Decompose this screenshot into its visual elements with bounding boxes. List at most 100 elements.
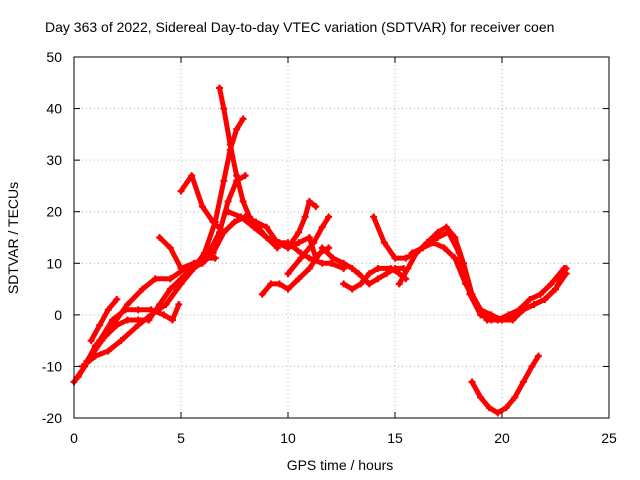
data-point	[365, 270, 373, 278]
series-sat-6	[156, 234, 219, 272]
data-point	[175, 301, 183, 309]
data-point	[224, 197, 232, 205]
series-layer	[70, 84, 570, 417]
data-point	[209, 218, 217, 226]
data-point	[224, 208, 232, 216]
data-point	[380, 239, 388, 247]
data-point	[325, 244, 333, 252]
data-point	[160, 311, 168, 319]
data-point	[348, 264, 356, 272]
data-point	[318, 223, 326, 231]
data-point	[121, 306, 129, 314]
data-point	[263, 234, 271, 241]
data-point	[113, 295, 121, 303]
data-point	[318, 244, 326, 252]
x-tick-labels: 0 5 10 15 20 25	[70, 430, 617, 446]
data-point	[530, 301, 538, 309]
data-point	[109, 316, 117, 324]
data-point	[468, 378, 476, 386]
data-point	[147, 306, 155, 314]
data-point	[357, 280, 365, 288]
data-point	[252, 218, 260, 226]
data-point	[402, 254, 410, 262]
data-point	[408, 249, 416, 257]
data-point	[340, 259, 348, 267]
data-point	[541, 295, 549, 303]
data-point	[83, 357, 91, 365]
x-tick-label: 20	[494, 430, 510, 446]
data-point	[442, 223, 450, 231]
data-point	[239, 115, 247, 123]
data-point	[462, 280, 470, 288]
series-sat-5	[87, 295, 121, 345]
data-point	[239, 197, 247, 205]
data-point	[241, 172, 249, 180]
data-point	[305, 197, 313, 205]
data-point	[134, 321, 142, 329]
data-point	[430, 239, 438, 247]
data-point	[325, 213, 333, 221]
data-point	[284, 270, 292, 278]
data-point	[502, 404, 510, 412]
data-point	[404, 264, 412, 272]
data-point	[318, 259, 326, 267]
data-point	[275, 280, 283, 288]
data-point	[284, 285, 292, 293]
data-point	[188, 172, 196, 180]
data-point	[374, 264, 382, 272]
data-point	[305, 264, 313, 272]
data-point	[391, 254, 399, 262]
data-point	[560, 264, 568, 272]
data-point	[226, 141, 234, 149]
data-point	[124, 301, 131, 309]
grid	[74, 57, 609, 418]
series-sat-4	[83, 301, 183, 365]
data-point	[305, 234, 313, 241]
data-point	[233, 172, 241, 180]
data-point	[329, 254, 337, 262]
data-point	[117, 337, 125, 345]
x-tick-label: 25	[601, 430, 617, 446]
data-point	[216, 84, 224, 92]
data-point	[177, 187, 185, 195]
data-point	[124, 316, 131, 324]
x-tick-label: 15	[387, 430, 403, 446]
data-point	[483, 316, 491, 324]
x-axis-label: GPS time / hours	[287, 457, 394, 473]
data-point	[310, 239, 318, 247]
series-line	[259, 245, 332, 297]
data-point	[250, 223, 258, 231]
y-axis-label: SDTVAR / TECUs	[5, 182, 21, 294]
data-point	[220, 177, 228, 185]
data-point	[526, 295, 534, 303]
data-point	[284, 244, 292, 252]
data-point	[267, 280, 275, 288]
data-point	[104, 306, 112, 314]
data-point	[156, 234, 164, 241]
data-point	[134, 306, 142, 314]
data-point	[162, 301, 170, 309]
data-point	[552, 285, 559, 293]
data-point	[534, 352, 542, 360]
series-sat-12	[284, 213, 333, 278]
data-point	[151, 275, 159, 283]
data-point	[547, 280, 555, 288]
data-point	[511, 393, 519, 401]
data-point	[138, 285, 146, 293]
y-tick-label: -20	[42, 410, 62, 426]
x-tick-label: 5	[177, 430, 185, 446]
data-point	[485, 404, 493, 412]
series-sat-2	[74, 172, 249, 381]
y-tick-label: 40	[46, 101, 62, 117]
series-sat-8	[177, 172, 320, 262]
data-point	[220, 105, 228, 113]
data-point	[258, 290, 266, 298]
data-point	[177, 280, 185, 288]
data-point	[494, 409, 502, 417]
data-point	[295, 228, 303, 236]
series-sat-18	[468, 352, 542, 417]
data-point	[451, 234, 459, 241]
series-line	[71, 214, 248, 385]
series-sat-3	[79, 115, 247, 370]
